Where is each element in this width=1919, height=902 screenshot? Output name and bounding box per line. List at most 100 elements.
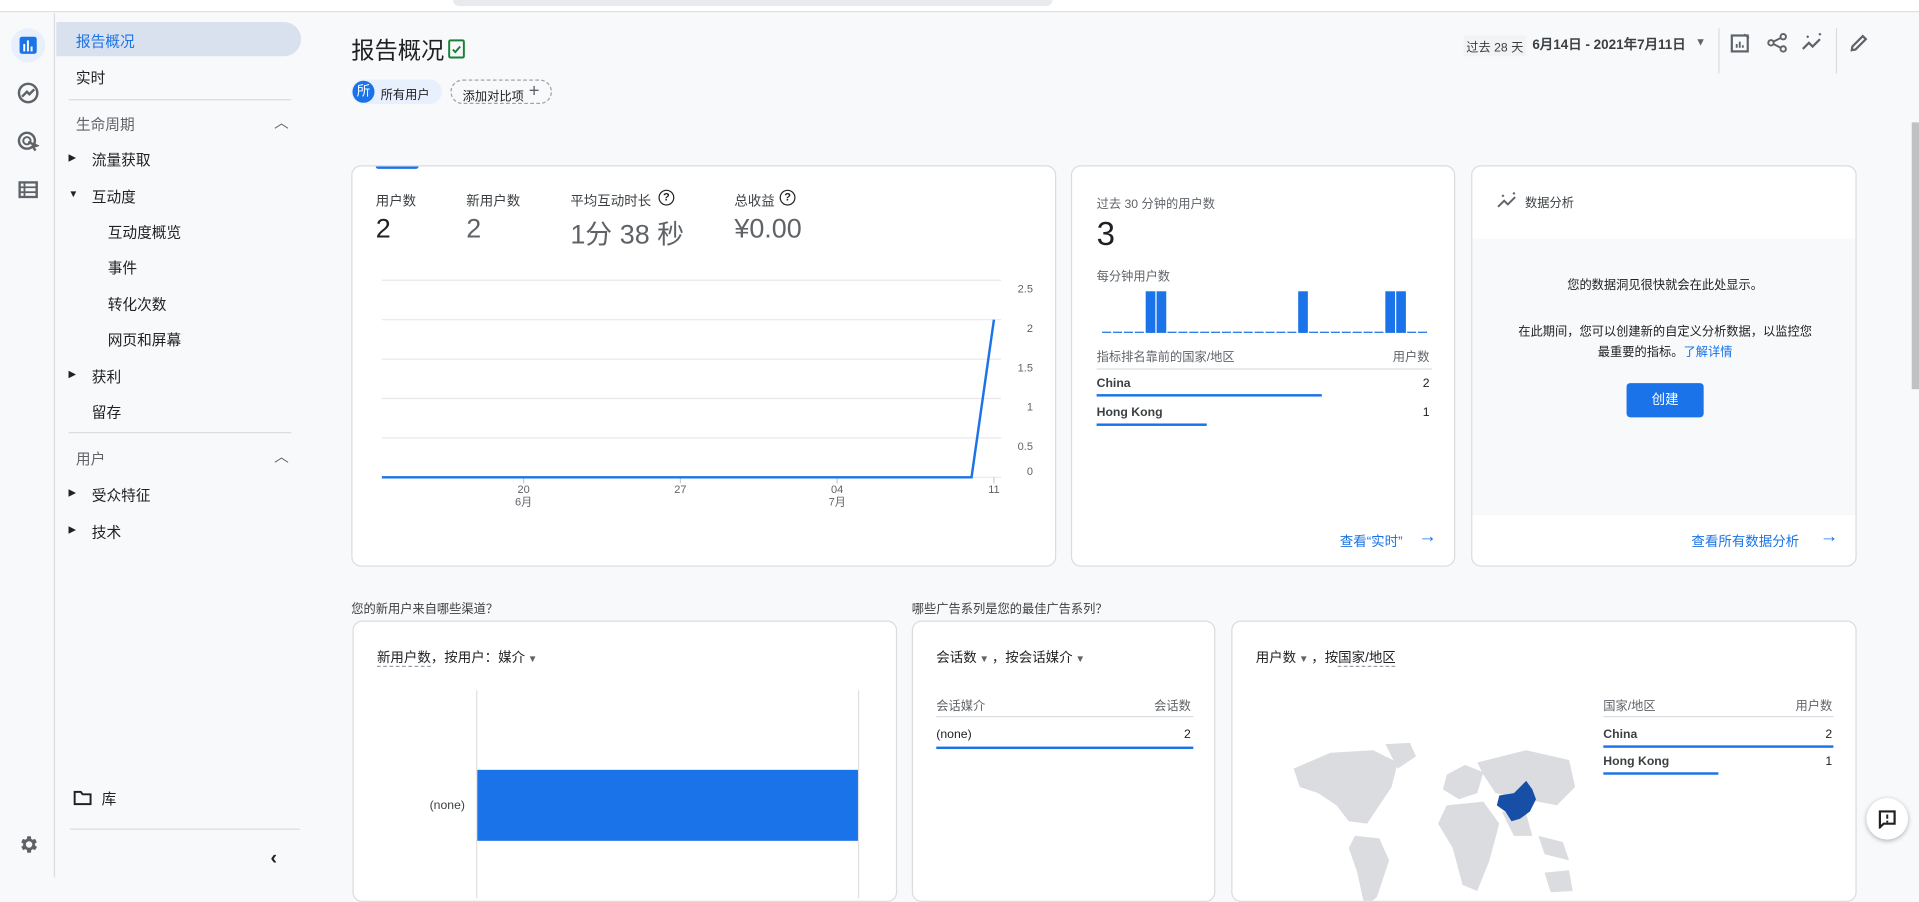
minute-bar[interactable]: [1221, 331, 1231, 333]
feedback-button[interactable]: [1866, 797, 1909, 840]
nav-item-engagement[interactable]: 互动度: [91, 188, 136, 206]
chevron-up-icon[interactable]: ︿: [274, 113, 289, 131]
minute-bar[interactable]: [1309, 331, 1319, 333]
minute-bar[interactable]: [1385, 291, 1396, 333]
scrollbar-thumb[interactable]: [1911, 122, 1919, 390]
row-medium: (none): [936, 728, 972, 742]
nav-item-realtime[interactable]: 实时: [75, 69, 106, 87]
caret-down-icon[interactable]: ▼: [68, 188, 79, 200]
nav-item-library[interactable]: 库: [101, 790, 117, 808]
metric-label[interactable]: 平均互动时长: [570, 194, 652, 210]
share-icon[interactable]: [1764, 29, 1791, 56]
col-country: 国家/地区: [1603, 700, 1656, 714]
collapse-chevron-left-icon[interactable]: ‹: [270, 848, 278, 869]
caret-right-icon[interactable]: ▶: [68, 487, 77, 499]
customize-report-icon[interactable]: [1727, 29, 1754, 56]
bar-none[interactable]: [477, 769, 858, 841]
advertising-icon[interactable]: [11, 125, 45, 159]
caret-right-icon[interactable]: ▶: [68, 523, 77, 535]
col-sessions: 会话数: [1154, 700, 1191, 714]
metric-label[interactable]: 新用户数: [466, 194, 521, 210]
minute-bar[interactable]: [1396, 291, 1406, 333]
dimension-selector[interactable]: ，按会话媒介: [991, 651, 1073, 666]
minute-bar[interactable]: [1418, 331, 1428, 333]
minute-bar[interactable]: [1363, 331, 1373, 333]
minute-bar[interactable]: [1243, 331, 1253, 333]
chevron-up-icon[interactable]: ︿: [274, 447, 289, 466]
nav-item-retention[interactable]: 留存: [91, 403, 122, 422]
minute-bar[interactable]: [1200, 331, 1210, 333]
metric-selector[interactable]: 用户数: [1255, 651, 1297, 666]
dimension-label[interactable]: ，按用户：媒介: [430, 651, 526, 666]
nav-item-acquisition[interactable]: 流量获取: [91, 151, 151, 169]
view-realtime-link[interactable]: 查看“实时”: [1339, 534, 1403, 550]
share-bar: [1603, 772, 1719, 775]
nav-item-engagement-overview[interactable]: 互动度概览: [107, 223, 182, 242]
minute-bar[interactable]: [1211, 331, 1221, 333]
settings-icon[interactable]: [11, 827, 45, 861]
add-comparison-button[interactable]: 添加对比项 +: [450, 79, 552, 105]
view-all-insights-link[interactable]: 查看所有数据分析: [1691, 534, 1800, 550]
insights-icon[interactable]: [1799, 29, 1826, 56]
metric-selector[interactable]: 新用户数: [376, 651, 431, 668]
date-range-picker[interactable]: 6月14日 - 2021年7月11日: [1532, 37, 1686, 53]
minute-bar[interactable]: [1407, 331, 1417, 333]
minute-bar[interactable]: [1123, 331, 1133, 333]
minute-bar[interactable]: [1102, 331, 1112, 333]
configure-icon[interactable]: [11, 173, 45, 207]
minute-bar[interactable]: [1265, 331, 1275, 333]
minute-bar[interactable]: [1352, 331, 1362, 333]
minute-bar[interactable]: [1145, 291, 1156, 333]
y-tick-label: 0.5: [1018, 441, 1033, 453]
caret-right-icon[interactable]: ▶: [68, 368, 77, 380]
dimension-selector[interactable]: 国家/地区: [1338, 651, 1396, 668]
minute-bar[interactable]: [1232, 331, 1242, 333]
metric-label[interactable]: 总收益: [734, 194, 775, 210]
minute-bar[interactable]: [1341, 331, 1351, 333]
nav-item-monetization[interactable]: 获利: [91, 368, 122, 386]
arrow-right-icon[interactable]: →: [1418, 526, 1437, 548]
dropdown-arrow-icon[interactable]: ▼: [1072, 653, 1086, 665]
nav-item-tech[interactable]: 技术: [91, 523, 122, 541]
minute-bar[interactable]: [1134, 331, 1144, 333]
dropdown-arrow-icon[interactable]: ▼: [976, 653, 992, 665]
minute-bar[interactable]: [1276, 331, 1286, 333]
minute-bar[interactable]: [1319, 331, 1330, 333]
dropdown-arrow-icon[interactable]: ▼: [1296, 653, 1312, 665]
dropdown-arrow-icon[interactable]: ▼: [1695, 35, 1707, 48]
dropdown-arrow-icon[interactable]: ▼: [525, 653, 538, 665]
metric-label[interactable]: 用户数: [375, 194, 417, 210]
segment-chip-all-users[interactable]: 所 所有用户: [351, 79, 442, 105]
minute-bar[interactable]: [1178, 331, 1188, 333]
minute-bar[interactable]: [1298, 291, 1308, 333]
minute-bar[interactable]: [1254, 331, 1264, 333]
nav-item-events[interactable]: 事件: [107, 259, 138, 277]
nav-item-report-overview[interactable]: [56, 22, 302, 57]
minute-bar[interactable]: [1374, 331, 1384, 333]
help-icon[interactable]: ?: [658, 189, 675, 206]
minute-bar[interactable]: [1167, 331, 1177, 333]
metric-selector[interactable]: 会话数: [936, 651, 977, 666]
nav-item-pages-screens[interactable]: 网页和屏幕: [107, 331, 182, 349]
nav-item-demographics[interactable]: 受众特征: [91, 487, 151, 505]
learn-more-link[interactable]: 了解详情: [1683, 346, 1733, 360]
address-bar[interactable]: [452, 0, 1053, 7]
minute-bar[interactable]: [1330, 331, 1340, 333]
nav-item-conversions[interactable]: 转化次数: [107, 296, 167, 314]
divider: [1835, 28, 1838, 74]
minute-bar[interactable]: [1287, 331, 1297, 333]
minute-bar[interactable]: [1156, 291, 1167, 333]
per-minute-bar-chart: [1102, 291, 1428, 333]
minute-bar[interactable]: [1189, 331, 1199, 333]
reports-icon[interactable]: [11, 28, 46, 63]
caret-right-icon[interactable]: ▶: [68, 151, 77, 163]
edit-pencil-icon[interactable]: [1846, 29, 1873, 56]
arrow-right-icon[interactable]: →: [1819, 526, 1839, 548]
help-icon[interactable]: ?: [779, 189, 796, 206]
nav-item-report-overview-label[interactable]: 报告概况: [75, 33, 135, 51]
x-tick-month: 6月: [515, 496, 532, 508]
minute-bar[interactable]: [1113, 331, 1123, 333]
explore-icon[interactable]: [11, 76, 45, 110]
create-button[interactable]: 创建: [1626, 383, 1704, 418]
